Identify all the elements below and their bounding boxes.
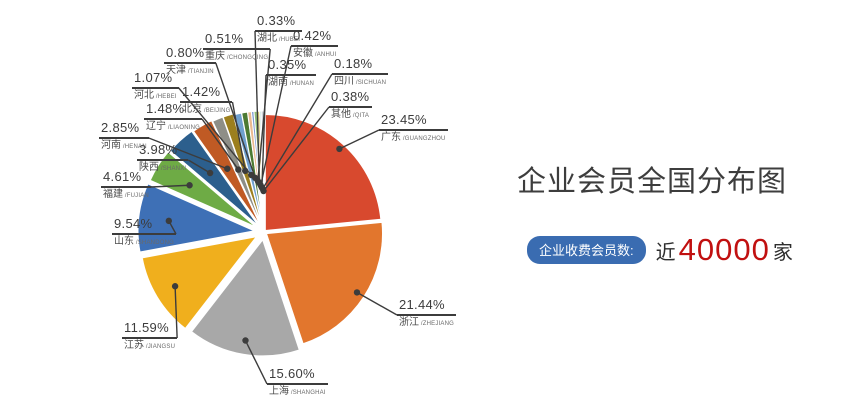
leader-dot <box>235 166 242 173</box>
leader-line <box>201 118 239 170</box>
member-count-badge: 企业收费会员数: <box>527 236 646 264</box>
member-count-row: 企业收费会员数: 近 40000 家 <box>527 232 837 268</box>
member-count-unit: 家 <box>772 241 793 264</box>
leader-dot <box>336 145 343 153</box>
leader-dot <box>242 337 249 344</box>
pie-slice-shanghai <box>190 238 300 357</box>
leader-dot <box>165 217 173 225</box>
pie-slice-jiangsu <box>141 235 258 330</box>
leader-line <box>262 106 330 192</box>
pie-slice-fujian <box>149 151 257 228</box>
leader-line <box>215 62 256 179</box>
leader-dot <box>224 165 231 172</box>
leader-dot <box>206 169 214 177</box>
leader-dot <box>260 187 267 195</box>
leader-line <box>150 184 190 188</box>
leader-line <box>356 291 398 316</box>
leader-line <box>231 101 246 171</box>
leader-dot <box>171 283 179 290</box>
page-title: 企业会员全国分布图 <box>517 166 788 198</box>
leader-line <box>339 129 380 150</box>
leader-line <box>148 137 228 170</box>
leader-line <box>260 45 292 186</box>
member-count-number: 40000 <box>678 232 770 267</box>
leader-dot <box>353 289 361 296</box>
leader-line <box>261 74 267 188</box>
pie-slice-guangzhou <box>264 114 382 232</box>
leader-dot <box>186 182 193 189</box>
pie-slice-henan <box>192 120 261 227</box>
leader-line <box>254 30 261 184</box>
member-count-prefix: 近 <box>655 241 676 264</box>
leader-line <box>244 340 268 385</box>
leader-line <box>187 159 211 174</box>
leader-line <box>174 286 178 339</box>
summary-panel: 企业会员全国分布图 企业收费会员数: 近 40000 家 <box>517 158 837 268</box>
leader-line <box>262 73 333 190</box>
